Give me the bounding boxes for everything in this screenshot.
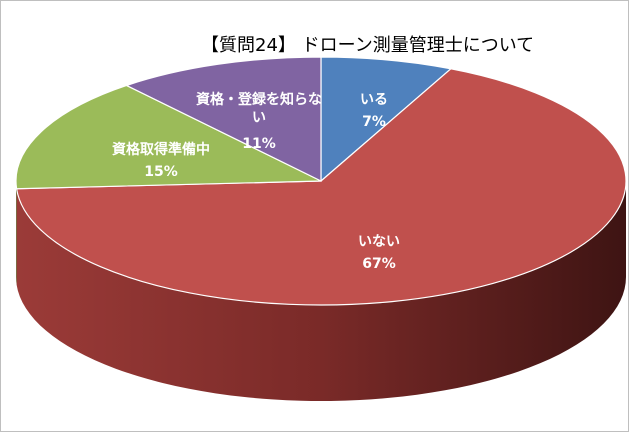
slice-side <box>16 181 17 285</box>
slice <box>15 68 627 306</box>
value-label: 67% <box>362 256 396 272</box>
slice <box>320 56 453 183</box>
chart-title: 【質問24】 ドローン測量管理士について <box>201 35 535 56</box>
slice-label: 資格・登録を知らない <box>196 92 322 126</box>
slice-label: いる <box>360 92 388 108</box>
slice-label: いない <box>358 234 400 250</box>
value-label: 11% <box>242 136 276 152</box>
value-label: 7% <box>362 114 386 130</box>
slice-side <box>16 181 626 401</box>
value-label: 15% <box>144 164 178 180</box>
slice <box>125 56 322 182</box>
slice-label: 資格取得準備中 <box>112 142 210 158</box>
slice <box>15 84 322 190</box>
